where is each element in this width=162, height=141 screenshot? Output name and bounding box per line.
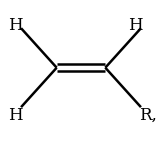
Text: H: H (128, 17, 143, 34)
Text: H: H (8, 107, 23, 124)
Text: R,: R, (139, 107, 157, 124)
Text: H: H (8, 17, 23, 34)
